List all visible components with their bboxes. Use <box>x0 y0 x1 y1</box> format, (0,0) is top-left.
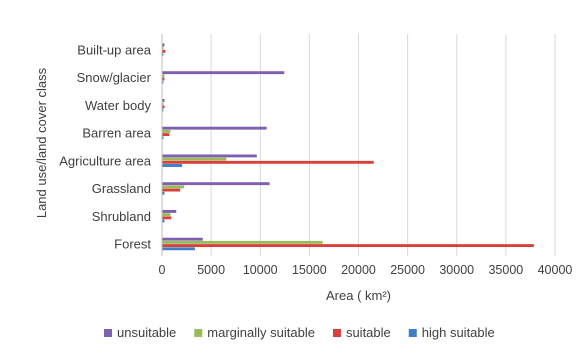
bar-high-suitable <box>162 247 195 251</box>
bar-high-suitable <box>162 164 183 167</box>
x-tick-label: 15000 <box>292 263 327 277</box>
bar-marginally-suitable <box>162 157 227 161</box>
legend-swatch <box>194 329 203 337</box>
bar-marginally-suitable <box>162 185 185 189</box>
x-axis-title: Area ( km²) <box>326 288 391 303</box>
bar-unsuitable <box>162 182 270 186</box>
bar-high-suitable <box>162 53 164 56</box>
bar-high-suitable <box>162 108 164 112</box>
bar-marginally-suitable <box>162 102 164 106</box>
bar-marginally-suitable <box>162 213 171 217</box>
category-label: Grassland <box>92 181 151 196</box>
bar-unsuitable <box>162 154 257 158</box>
category-label: Shrubland <box>92 209 151 224</box>
category-label: Barren area <box>82 126 151 141</box>
legend-swatch <box>408 329 417 337</box>
bar-unsuitable <box>162 43 165 47</box>
bar-high-suitable <box>162 219 165 223</box>
bar-unsuitable <box>162 237 203 241</box>
x-tick-label: 30000 <box>439 263 474 277</box>
y-axis-title: Land use/land cover class <box>34 67 49 218</box>
legend-swatch <box>104 329 112 337</box>
bar-high-suitable <box>162 80 164 84</box>
bar-unsuitable <box>162 126 267 130</box>
x-tick-label: 5000 <box>197 263 225 277</box>
axis-layer: 0 5000 10000 15000 20000 25000 30000 35000 40000… <box>59 34 572 277</box>
category-label: Agriculture area <box>59 153 152 168</box>
bar-suitable <box>162 160 374 164</box>
bar-suitable <box>162 77 165 81</box>
legend-label: high suitable <box>422 325 495 340</box>
x-tick-label: 20000 <box>341 263 376 277</box>
category-label: Snow/glacier <box>77 70 152 85</box>
category-label: Water body <box>85 98 151 113</box>
x-tick-label: 40000 <box>538 263 573 277</box>
bar-unsuitable <box>162 98 165 102</box>
x-tick-label: 25000 <box>390 263 425 277</box>
bar-suitable <box>162 105 165 109</box>
legend-label: suitable <box>346 325 391 340</box>
x-tick-label: 10000 <box>243 263 278 277</box>
bar-high-suitable <box>162 136 164 140</box>
x-tick-label: 35000 <box>488 263 523 277</box>
bar-unsuitable <box>162 209 177 213</box>
bars-layer <box>162 43 534 251</box>
legend-swatch <box>332 329 341 337</box>
bar-marginally-suitable <box>162 74 165 78</box>
x-tick-label: 0 <box>159 263 166 277</box>
grid-layer <box>210 34 556 256</box>
legend-label: unsuitable <box>117 325 176 340</box>
bar-marginally-suitable <box>162 46 164 50</box>
bar-suitable <box>162 216 172 220</box>
bar-marginally-suitable <box>162 240 323 244</box>
bar-suitable <box>162 188 181 192</box>
bar-suitable <box>162 244 534 248</box>
bar-suitable <box>162 49 166 53</box>
bar-suitable <box>162 133 170 137</box>
bar-high-suitable <box>162 191 165 195</box>
bar-marginally-suitable <box>162 129 171 133</box>
category-label: Forest <box>114 237 151 252</box>
bar-unsuitable <box>162 71 285 75</box>
legend-label: marginally suitable <box>207 325 315 340</box>
legend: unsuitable marginally suitable suitable hig… <box>104 325 495 340</box>
category-label: Built-up area <box>77 42 151 57</box>
